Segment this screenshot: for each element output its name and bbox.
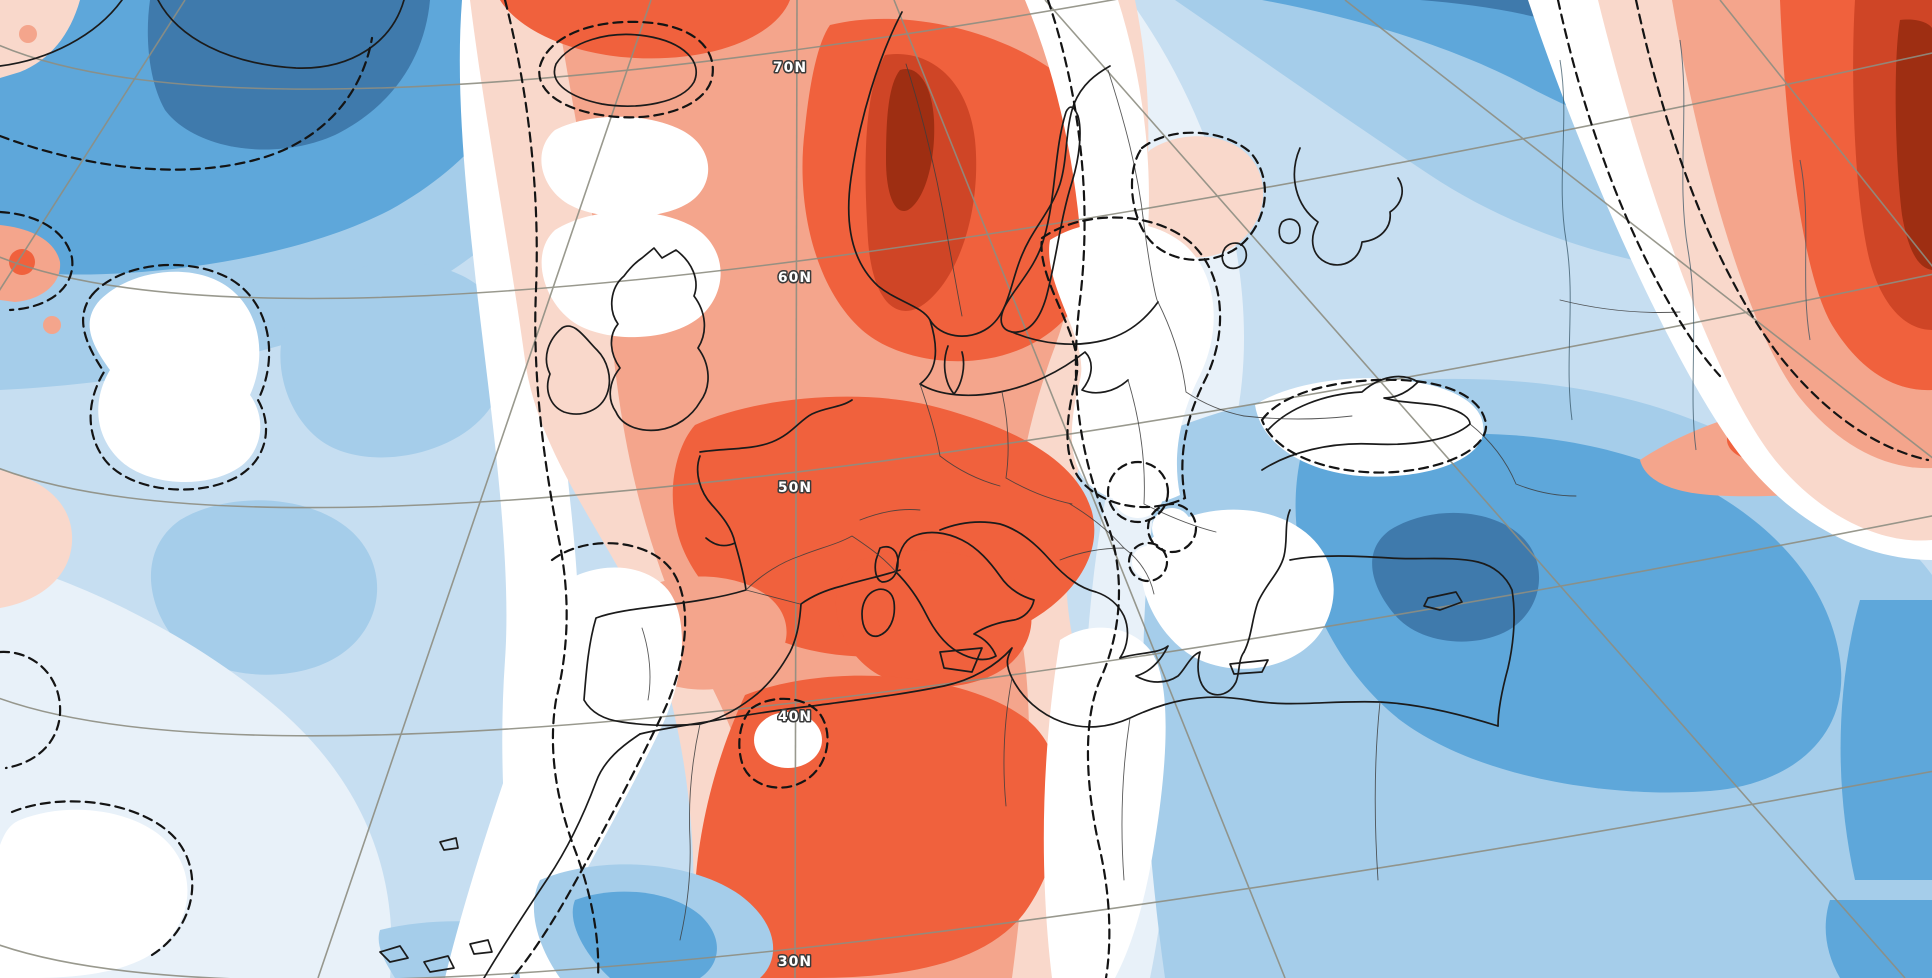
coast-canaries: [469, 939, 493, 955]
latitude-label-30n: 30N: [778, 954, 812, 970]
coast-ireland: [545, 325, 611, 415]
coast-greece: [1119, 645, 1245, 696]
rivers: [1559, 39, 1811, 451]
river: [1679, 39, 1697, 451]
contour-dashed: [0, 650, 62, 770]
contour-dashed: [82, 263, 271, 491]
coast-sardinia: [861, 588, 896, 638]
contour-dashed: [510, 542, 687, 978]
contour-dashed: [0, 36, 374, 171]
country-borders: [641, 63, 1681, 941]
coast-canaries: [423, 955, 455, 973]
parallel-50n: [0, 273, 1932, 509]
coast-crete: [1229, 659, 1269, 675]
parallel-40n: [0, 515, 1932, 737]
coast-denmark: [943, 345, 965, 395]
coast-corsica: [874, 545, 899, 583]
latitude-label-60n: 60N: [778, 270, 812, 286]
meridian: [1719, 0, 1932, 268]
coast-blacksea-south: [1261, 423, 1471, 471]
coast-brittany: [705, 537, 736, 547]
coast-greenland: [157, 0, 405, 69]
contour-dashed: [1556, 0, 1722, 378]
coast-britain: [609, 247, 709, 432]
coast-levant: [1289, 555, 1515, 727]
contour-dashed: [538, 20, 714, 119]
contour-dashed: [503, 0, 600, 978]
cold-anomaly-regions-left: [0, 0, 620, 978]
latitude-label-50n: 50N: [778, 480, 812, 496]
coast-italy: [895, 531, 1035, 661]
coast-cyprus: [1423, 591, 1463, 611]
parallel-30n: [0, 770, 1932, 978]
contour-dashed: [1046, 0, 1121, 978]
coast-lake-ladoga: [1221, 242, 1248, 270]
coast-madeira: [439, 837, 459, 851]
river: [1799, 159, 1811, 341]
contour-dashed: [738, 697, 829, 789]
contour-dashed: [0, 210, 74, 312]
coast-white-sea: [1293, 147, 1403, 266]
contour-dashed: [1130, 131, 1267, 262]
coastlines: [0, 0, 1515, 978]
latitude-labels: 70N 60N 50N 40N 30N: [771, 59, 812, 972]
parallel-70n: [0, 0, 1117, 90]
coast-finland: [1011, 301, 1159, 345]
meridian: [1044, 0, 1906, 978]
coast-greenland: [0, 0, 123, 67]
meridian: [794, 0, 798, 978]
contour-dashed: [1634, 0, 1930, 462]
coast-blacksea-north: [1267, 375, 1471, 431]
coast-france-iberia: [583, 455, 901, 727]
contour-dashed: [1127, 541, 1169, 583]
coast-baltic-south: [919, 319, 1129, 397]
coast-lake-onega: [1278, 218, 1301, 245]
coast-anatolia-west: [1243, 509, 1291, 653]
coast-adriatic-balkans: [939, 521, 1129, 659]
meridian: [1344, 0, 1932, 459]
coast-scandinavia: [847, 11, 1111, 337]
meridian: [317, 0, 652, 978]
contour-dashed: [1260, 378, 1488, 474]
coast-iceland: [553, 33, 697, 107]
contour-dashed: [1040, 216, 1222, 509]
river: [1559, 59, 1573, 421]
contour-dashed: [10, 800, 194, 957]
contour-dashed: [1106, 460, 1170, 524]
coast-northsea: [699, 399, 853, 453]
latitude-label-70n: 70N: [773, 60, 807, 76]
coast-sicily: [939, 647, 983, 673]
coast-canaries: [379, 945, 409, 963]
meridian: [0, 0, 186, 291]
coast-north-africa: [639, 647, 1499, 735]
latitude-label-40n: 40N: [778, 709, 812, 725]
